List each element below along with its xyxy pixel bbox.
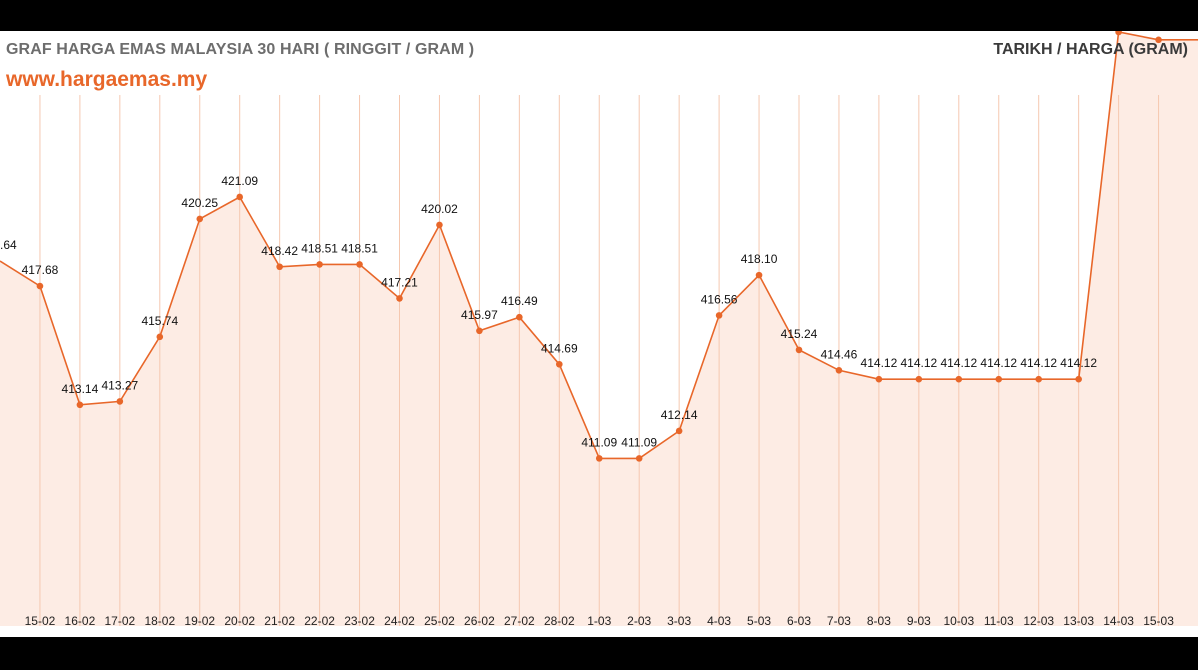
- data-label: 416.49: [501, 294, 538, 308]
- data-label: 415.24: [781, 327, 818, 341]
- x-tick-label: 9-03: [907, 614, 931, 628]
- data-point: [236, 193, 243, 201]
- data-point: [436, 221, 443, 229]
- x-tick-label: 16-02: [65, 614, 96, 628]
- data-point: [1115, 31, 1122, 36]
- data-point: [1075, 375, 1082, 383]
- data-point: [1155, 36, 1162, 44]
- data-point: [635, 455, 643, 462]
- data-label: 418.10: [741, 252, 778, 266]
- data-label: 418.51: [341, 241, 378, 255]
- data-label: 414.12: [1020, 356, 1057, 370]
- data-point: [556, 360, 563, 368]
- data-label: 421.09: [221, 174, 258, 188]
- data-point: [36, 282, 44, 290]
- data-label: 414.12: [861, 356, 898, 370]
- x-tick-label: 27-02: [504, 614, 535, 628]
- x-tick-label: 15-03: [1143, 614, 1174, 628]
- chart-legend: TARIKH / HARGA (GRAM): [993, 41, 1188, 58]
- data-point: [1035, 375, 1042, 383]
- data-point: [675, 427, 683, 435]
- x-tick-label: 20-02: [224, 614, 255, 628]
- data-label: 412.14: [661, 408, 698, 422]
- x-tick-label: 3-03: [667, 614, 691, 628]
- data-label: 418.51: [301, 241, 338, 255]
- data-label: 420.25: [181, 196, 218, 210]
- x-tick-label: 2-03: [627, 614, 651, 628]
- data-point: [835, 366, 843, 374]
- data-point: [595, 455, 603, 462]
- data-point: [476, 327, 483, 335]
- data-point: [156, 333, 164, 341]
- data-point: [196, 215, 204, 223]
- bottom-letterbox: [0, 637, 1198, 670]
- chart-title: GRAF HARGA EMAS MALAYSIA 30 HARI ( RINGG…: [6, 41, 475, 58]
- data-label: 414.12: [900, 356, 937, 370]
- data-label: 415.97: [461, 308, 498, 322]
- data-point: [915, 375, 923, 383]
- x-tick-label: 28-02: [544, 614, 575, 628]
- x-tick-label: 12-03: [1023, 614, 1054, 628]
- x-tick-label: 11-03: [984, 614, 1014, 628]
- data-label: 415.74: [141, 314, 178, 328]
- data-label: 411.09: [621, 435, 657, 449]
- data-point: [316, 261, 323, 268]
- data-label: 418.42: [261, 244, 298, 258]
- x-tick-label: 19-02: [184, 614, 215, 628]
- data-label: 416.56: [701, 292, 738, 306]
- chart-site-link[interactable]: www.hargaemas.my: [6, 68, 208, 91]
- data-label: 414.12: [980, 356, 1017, 370]
- data-point: [875, 375, 883, 383]
- data-point: [955, 375, 963, 383]
- x-tick-label: 25-02: [424, 614, 455, 628]
- x-tick-label: 15-02: [25, 614, 56, 628]
- x-tick-label: 14-03: [1103, 614, 1134, 628]
- data-point: [755, 271, 763, 279]
- data-point: [276, 263, 283, 271]
- x-tick-label: 22-02: [304, 614, 335, 628]
- area-fill: [0, 32, 1198, 626]
- data-label: .64: [0, 238, 17, 252]
- x-tick-label: 10-03: [943, 614, 974, 628]
- data-point: [516, 313, 523, 321]
- data-point: [356, 261, 363, 268]
- x-tick-label: 7-03: [827, 614, 851, 628]
- x-tick-label: 5-03: [747, 614, 771, 628]
- x-tick-label: 23-02: [344, 614, 375, 628]
- data-label: 414.46: [821, 347, 858, 361]
- data-label: 417.21: [381, 275, 418, 289]
- data-point: [795, 346, 803, 354]
- x-tick-label: 21-02: [264, 614, 295, 628]
- data-point: [116, 398, 124, 405]
- x-tick-label: 6-03: [787, 614, 811, 628]
- data-point: [76, 401, 84, 409]
- data-label: 411.09: [581, 435, 617, 449]
- x-tick-label: 18-02: [144, 614, 175, 628]
- data-label: 414.69: [541, 341, 578, 355]
- data-point: [396, 295, 403, 302]
- x-tick-label: 26-02: [464, 614, 495, 628]
- data-label: 413.14: [62, 382, 99, 396]
- data-label: 413.27: [101, 378, 138, 392]
- x-tick-label: 13-03: [1063, 614, 1094, 628]
- x-tick-label: 24-02: [384, 614, 415, 628]
- x-tick-label: 4-03: [707, 614, 731, 628]
- data-label: 417.68: [22, 263, 59, 277]
- data-label: 414.12: [1060, 356, 1097, 370]
- x-tick-label: 8-03: [867, 614, 891, 628]
- data-point: [715, 312, 723, 319]
- data-label: 414.12: [940, 356, 977, 370]
- chart-panel: .64 417.68 413.14 413.27 415.74 420.25 421.09 4…: [0, 31, 1198, 637]
- x-tick-label: 1-03: [587, 614, 611, 628]
- data-point: [995, 375, 1003, 383]
- data-label: 420.02: [421, 202, 458, 216]
- x-tick-label: 17-02: [104, 614, 135, 628]
